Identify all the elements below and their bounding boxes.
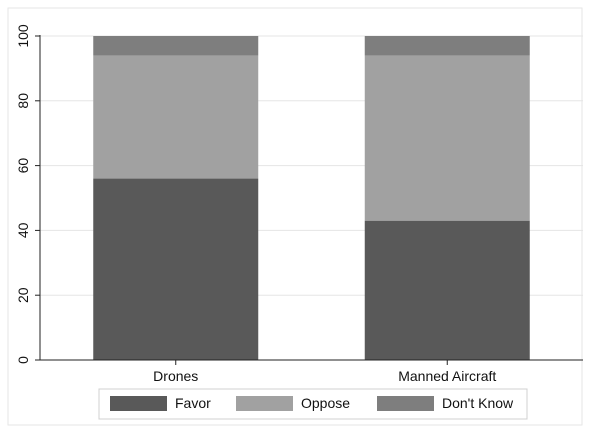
bar-segment <box>364 220 530 360</box>
bar-segment <box>364 36 530 56</box>
x-category-label: Manned Aircraft <box>398 368 496 384</box>
y-tick-label: 40 <box>15 222 31 238</box>
y-tick-label: 80 <box>15 93 31 109</box>
legend-label: Favor <box>175 395 211 411</box>
y-tick-label: 100 <box>15 24 31 48</box>
y-tick-label: 0 <box>15 356 31 364</box>
legend-swatch <box>236 396 293 411</box>
bars <box>93 36 530 360</box>
y-tick-label: 20 <box>15 287 31 303</box>
legend-swatch <box>110 396 167 411</box>
legend-label: Don't Know <box>442 395 514 411</box>
bar-segment <box>93 36 259 56</box>
legend: Favor Oppose Don't Know <box>98 388 528 420</box>
axes: 0 20 40 60 80 100 Drones Manned Aircraft <box>15 24 583 384</box>
legend-swatch <box>377 396 434 411</box>
bar-segment <box>93 55 259 179</box>
bar-segment <box>364 55 530 221</box>
x-category-label: Drones <box>153 368 198 384</box>
y-tick-label: 60 <box>15 158 31 174</box>
legend-label: Oppose <box>301 395 350 411</box>
bar-segment <box>93 178 259 360</box>
legend-box <box>98 388 528 420</box>
